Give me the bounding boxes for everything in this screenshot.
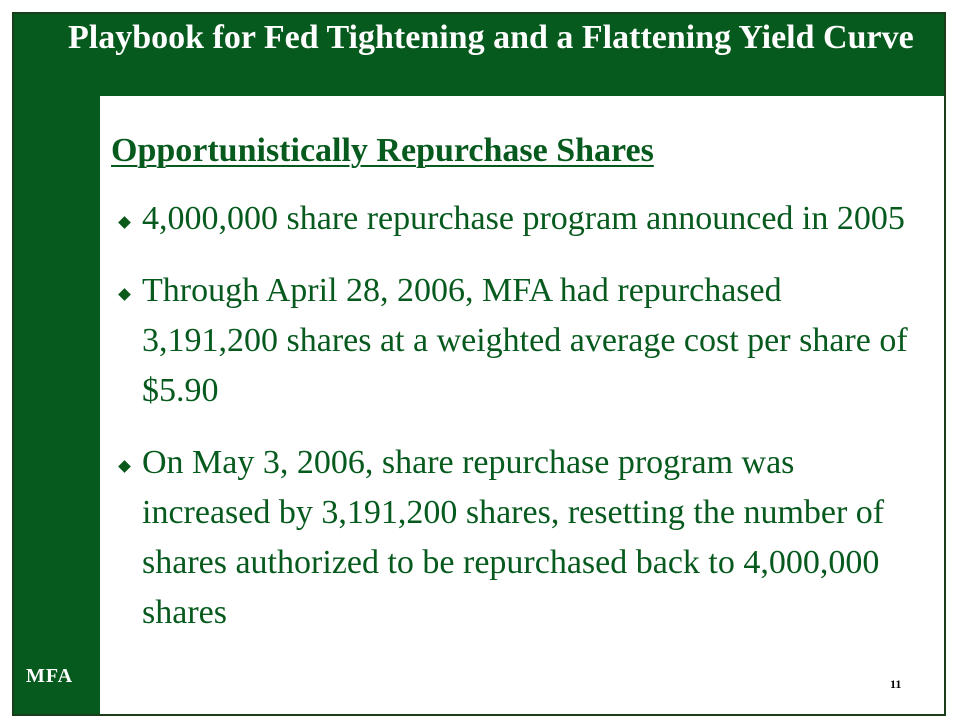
bullet-text: On May 3, 2006, share repurchase program…	[142, 444, 885, 631]
mfa-logo: MFA	[26, 665, 74, 687]
bullet-item: Through April 28, 2006, MFA had repurcha…	[114, 266, 914, 416]
title-bar	[14, 14, 944, 96]
bullet-list: 4,000,000 share repurchase program annou…	[114, 194, 914, 660]
page-number: 11	[890, 677, 902, 691]
diamond-bullet-icon	[118, 288, 131, 301]
left-brand-bar	[14, 14, 100, 714]
diamond-bullet-icon	[118, 460, 131, 473]
bullet-text: Through April 28, 2006, MFA had repurcha…	[142, 272, 908, 409]
slide-title: Playbook for Fed Tightening and a Flatte…	[68, 19, 914, 56]
bullet-item: 4,000,000 share repurchase program annou…	[114, 194, 914, 244]
bullet-item: On May 3, 2006, share repurchase program…	[114, 438, 914, 638]
diamond-bullet-icon	[118, 216, 131, 229]
slide: Playbook for Fed Tightening and a Flatte…	[12, 12, 946, 716]
bullet-text: 4,000,000 share repurchase program annou…	[142, 200, 905, 237]
slide-subtitle: Opportunistically Repurchase Shares	[111, 132, 654, 169]
